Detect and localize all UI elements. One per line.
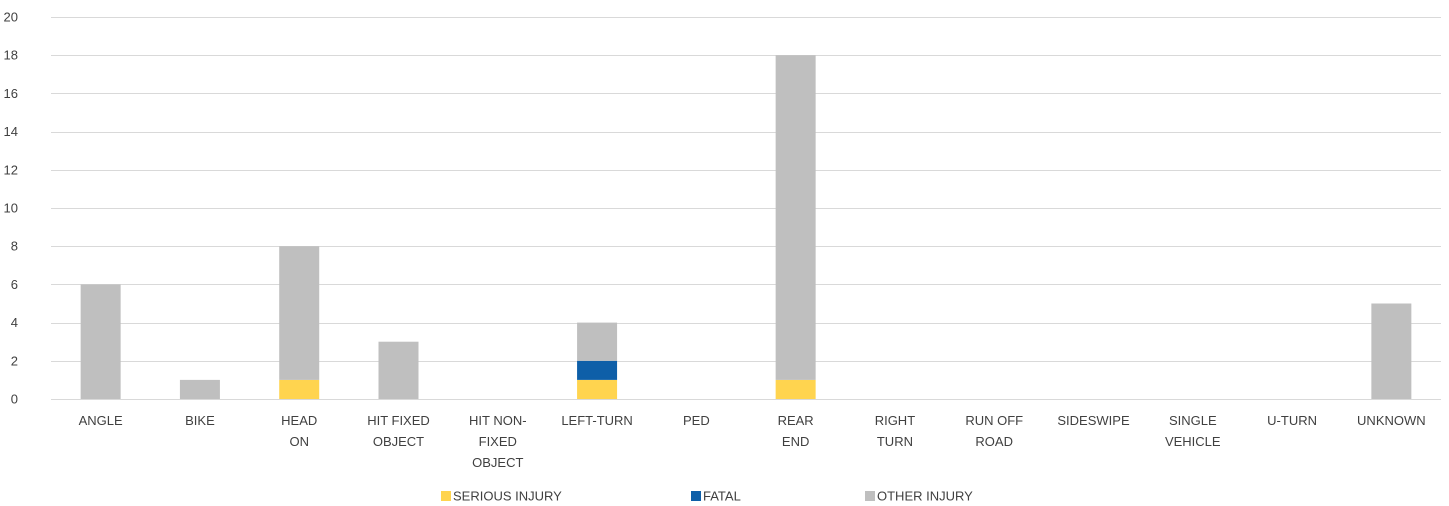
y-tick-label: 4 [11, 315, 18, 330]
bar-segment [577, 322, 618, 361]
x-tick-label-line: HIT FIXED [367, 413, 430, 428]
x-tick-label: RIGHT TURN [875, 413, 916, 449]
x-tick-label-line: SIDESWIPE [1057, 413, 1130, 428]
y-tick-label: 0 [11, 392, 18, 407]
bar-segment [279, 379, 320, 399]
legend-label: SERIOUS INJURY [453, 489, 562, 504]
x-tick-label: REAR END [778, 413, 814, 449]
x-tick-label: UNKNOWN [1357, 413, 1426, 428]
bar-segment [179, 379, 220, 399]
x-tick-label-line: RUN OFF [965, 413, 1023, 428]
bar-segment [577, 360, 618, 380]
legend: SERIOUS INJURY FATAL OTHER INJURY [441, 489, 973, 504]
bar-segment [279, 246, 320, 380]
x-tick-label-line: REAR [778, 413, 814, 428]
x-tick-label: SINGLE VEHICLE [1165, 413, 1221, 449]
y-axis-tick-labels: 0 2 4 6 8 10 12 14 16 18 20 [4, 10, 18, 407]
legend-swatch [691, 491, 701, 501]
x-tick-label-line: ANGLE [79, 413, 123, 428]
x-tick-label-line: ROAD [975, 434, 1013, 449]
y-tick-label: 2 [11, 353, 18, 368]
x-tick-label-line: SINGLE [1169, 413, 1217, 428]
legend-label: FATAL [703, 489, 741, 504]
x-tick-label: U-TURN [1267, 413, 1317, 428]
x-tick-label: HEAD ON [281, 413, 317, 449]
x-tick-label-line: ON [289, 434, 309, 449]
x-tick-label-line: PED [683, 413, 710, 428]
x-tick-label-line: BIKE [185, 413, 215, 428]
bars [80, 55, 1412, 399]
x-tick-label-line: UNKNOWN [1357, 413, 1426, 428]
y-tick-label: 10 [4, 201, 18, 216]
y-tick-label: 6 [11, 277, 18, 292]
x-tick-label-line: LEFT-TURN [561, 413, 633, 428]
x-tick-label-line: OBJECT [373, 434, 424, 449]
legend-swatch [865, 491, 875, 501]
bar-segment [775, 55, 816, 380]
x-tick-label-line: VEHICLE [1165, 434, 1221, 449]
x-axis-tick-labels: ANGLE BIKE HEAD ON HIT FIXED OBJECT HIT NON- FI… [79, 413, 1426, 470]
x-tick-label-line: TURN [877, 434, 913, 449]
x-tick-label: RUN OFF ROAD [965, 413, 1023, 449]
bar-segment [80, 284, 121, 399]
legend-label: OTHER INJURY [877, 489, 973, 504]
y-tick-label: 18 [4, 48, 18, 63]
x-tick-label-line: HIT NON- [469, 413, 527, 428]
legend-swatch [441, 491, 451, 501]
bar-segment [775, 379, 816, 399]
bar-segment [378, 341, 419, 399]
x-tick-label: LEFT-TURN [561, 413, 633, 428]
x-tick-label: ANGLE [79, 413, 123, 428]
x-tick-label-line: HEAD [281, 413, 317, 428]
x-tick-label: BIKE [185, 413, 215, 428]
gridlines [51, 17, 1441, 400]
y-tick-label: 20 [4, 10, 18, 25]
y-tick-label: 16 [4, 86, 18, 101]
y-tick-label: 12 [4, 162, 18, 177]
x-tick-label: PED [683, 413, 710, 428]
x-tick-label: HIT FIXED OBJECT [367, 413, 430, 449]
x-tick-label: HIT NON- FIXED OBJECT [469, 413, 527, 470]
bar-segment [1371, 303, 1412, 399]
y-tick-label: 8 [11, 239, 18, 254]
x-tick-label-line: END [782, 434, 809, 449]
x-tick-label-line: FIXED [479, 434, 517, 449]
x-tick-label-line: RIGHT [875, 413, 916, 428]
x-tick-label-line: U-TURN [1267, 413, 1317, 428]
x-tick-label: SIDESWIPE [1057, 413, 1130, 428]
bar-segment [577, 379, 618, 399]
x-tick-label-line: OBJECT [472, 455, 523, 470]
y-tick-label: 14 [4, 124, 18, 139]
